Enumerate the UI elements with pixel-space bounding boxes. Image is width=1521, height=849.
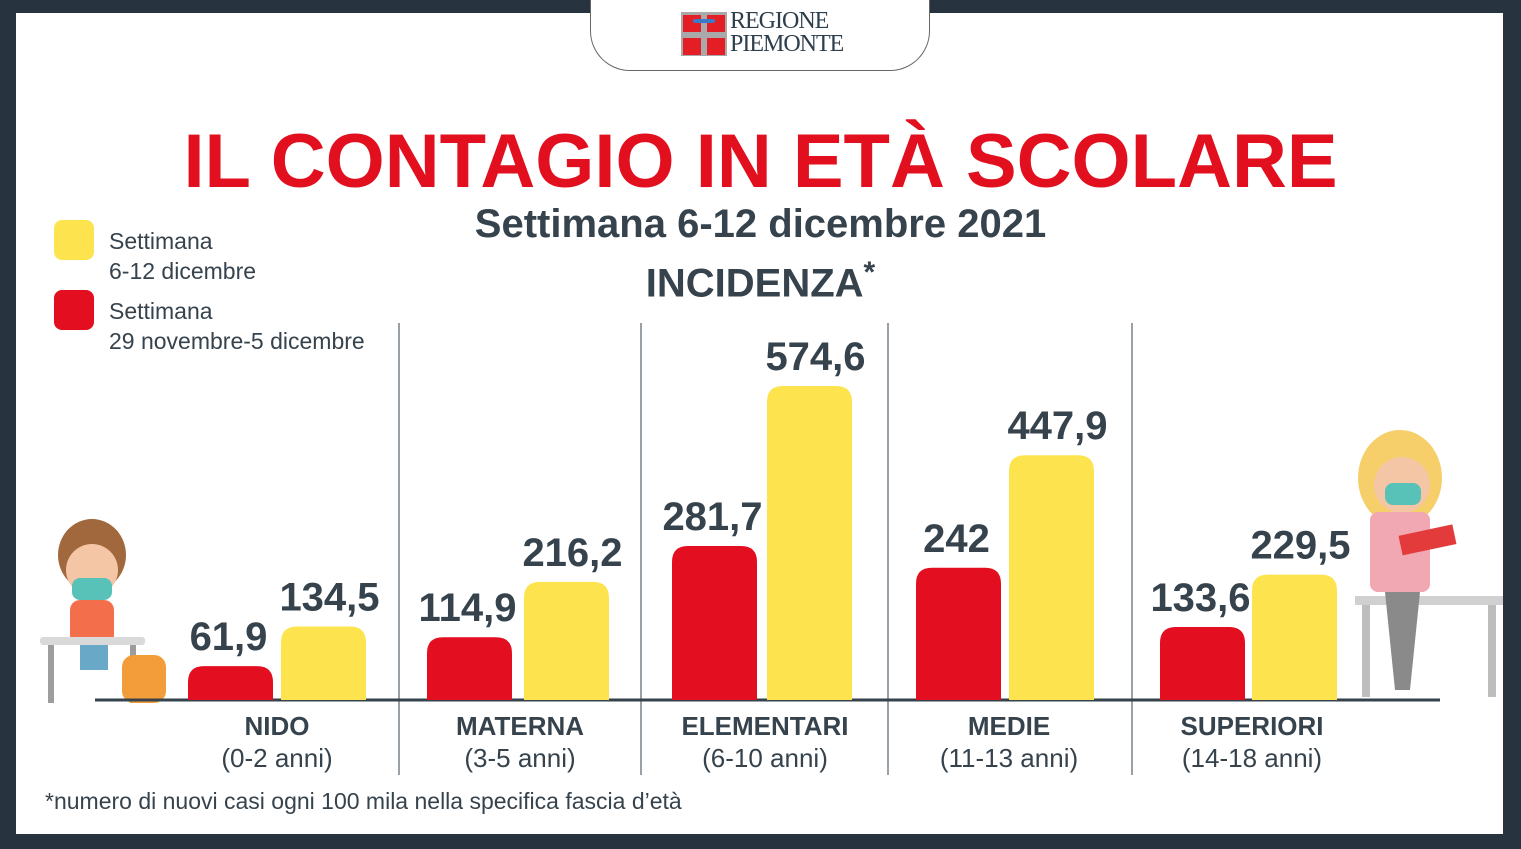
- category-age-range: (3-5 anni): [464, 743, 576, 773]
- data-label: 133,6: [1150, 576, 1250, 620]
- metric-label: INCIDENZA: [645, 261, 864, 306]
- legend-swatch-red: [54, 290, 94, 330]
- bar-previous-week: [427, 637, 512, 700]
- data-label: 229,5: [1250, 524, 1350, 568]
- category-age-range: (0-2 anni): [221, 743, 333, 773]
- piemonte-flag-icon: [681, 12, 727, 56]
- data-label: 216,2: [522, 531, 622, 575]
- bar-current-week: [524, 581, 609, 700]
- logo-line1: REGIONE: [730, 8, 829, 34]
- category-name: NIDO: [244, 711, 310, 741]
- bar-previous-week: [916, 567, 1001, 700]
- category-name: ELEMENTARI: [681, 711, 849, 741]
- bar-previous-week: [1160, 626, 1245, 700]
- subtitle: Settimana 6-12 dicembre 2021: [474, 202, 1047, 246]
- category-label: NIDO (0-2 anni): [157, 710, 397, 774]
- data-label: 114,9: [419, 586, 517, 630]
- category-label: MATERNA (3-5 anni): [400, 710, 640, 774]
- logo-text: REGIONE PIEMONTE: [730, 8, 844, 57]
- legend-text: Settimana 29 novembre-5 dicembre: [109, 298, 365, 354]
- category-age-range: (6-10 anni): [702, 743, 828, 773]
- bar-previous-week: [188, 666, 273, 700]
- bar-current-week: [767, 386, 852, 700]
- category-age-range: (14-18 anni): [1181, 743, 1323, 773]
- teacher-illustration: [1355, 430, 1503, 697]
- data-label: 574,6: [765, 335, 865, 379]
- bar-current-week: [281, 626, 366, 700]
- category-name: MEDIE: [967, 711, 1051, 741]
- asterisk: *: [863, 256, 876, 289]
- data-label: 281,7: [662, 495, 762, 539]
- category-age-range: (11-13 anni): [939, 743, 1079, 773]
- data-label: 447,9: [1007, 404, 1107, 448]
- data-label: 61,9: [190, 615, 268, 659]
- data-label: 242: [923, 517, 990, 561]
- main-title: IL CONTAGIO IN ETÀ SCOLARE: [183, 119, 1338, 204]
- legend-text: Settimana 6-12 dicembre: [109, 228, 257, 284]
- footnote: *numero di nuovi casi ogni 100 mila nell…: [45, 788, 682, 814]
- category-name: MATERNA: [455, 711, 585, 741]
- bar-current-week: [1009, 455, 1094, 700]
- data-label: 134,5: [279, 576, 379, 620]
- bar-previous-week: [672, 546, 757, 700]
- bar-current-week: [1252, 574, 1337, 700]
- legend-swatch-yellow: [54, 220, 94, 260]
- logo-header: REGIONE PIEMONTE: [590, 0, 930, 71]
- logo-line2: PIEMONTE: [730, 31, 844, 57]
- category-label: SUPERIORI (14-18 anni): [1132, 710, 1372, 774]
- category-label: ELEMENTARI (6-10 anni): [645, 710, 885, 774]
- category-name: SUPERIORI: [1180, 711, 1324, 741]
- girl-student-illustration: [40, 519, 166, 703]
- category-label: MEDIE (11-13 anni): [889, 710, 1129, 774]
- metric-title: INCIDENZA*: [0, 256, 1521, 306]
